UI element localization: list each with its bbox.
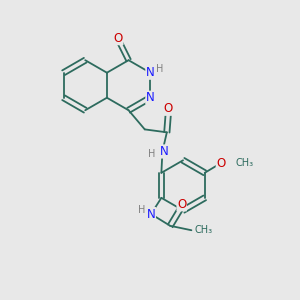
Text: O: O xyxy=(114,32,123,45)
Text: O: O xyxy=(216,157,226,170)
Text: H: H xyxy=(138,205,145,214)
Text: N: N xyxy=(146,91,154,104)
Text: N: N xyxy=(146,66,154,79)
Text: O: O xyxy=(177,198,186,211)
Text: CH₃: CH₃ xyxy=(236,158,254,167)
Text: N: N xyxy=(160,145,168,158)
Text: H: H xyxy=(148,149,155,159)
Text: H: H xyxy=(156,64,164,74)
Text: N: N xyxy=(147,208,155,220)
Text: O: O xyxy=(164,102,173,115)
Text: CH₃: CH₃ xyxy=(195,225,213,235)
